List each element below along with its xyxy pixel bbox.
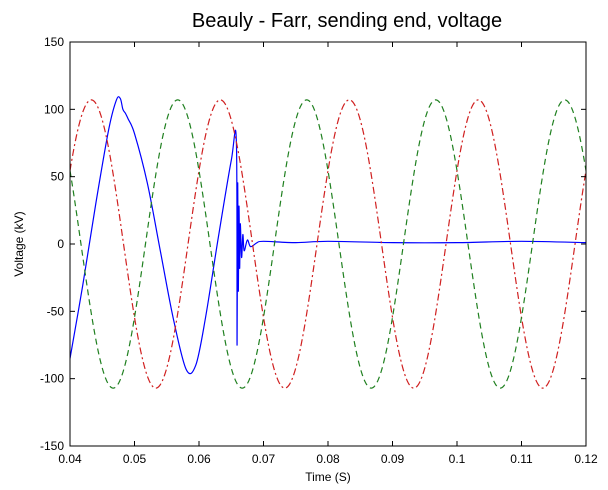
series-line-2 — [70, 99, 586, 389]
x-tick-label: 0.12 — [574, 452, 598, 466]
x-tick-label: 0.05 — [123, 452, 147, 466]
series-layer — [70, 96, 586, 389]
y-tick-label: 150 — [44, 35, 64, 49]
y-axis: -150 -100 -50 0 50 100 150 — [40, 35, 586, 453]
y-tick-label: -100 — [40, 372, 64, 386]
y-tick-label: 50 — [51, 170, 65, 184]
x-tick-label: 0.07 — [252, 452, 276, 466]
y-tick-label: -50 — [47, 304, 65, 318]
y-tick-label: 100 — [44, 102, 64, 116]
x-axis-label: Time (S) — [305, 470, 351, 484]
x-tick-label: 0.11 — [510, 452, 533, 466]
chart-title: Beauly - Farr, sending end, voltage — [192, 10, 502, 32]
y-tick-label: -150 — [40, 439, 64, 453]
y-tick-label: 0 — [57, 237, 64, 251]
x-tick-label: 0.09 — [381, 452, 405, 466]
x-tick-label: 0.06 — [187, 452, 211, 466]
series-line-1 — [70, 96, 586, 375]
y-axis-label: Voltage (kV) — [12, 211, 26, 276]
plot-area — [70, 42, 586, 446]
x-tick-label: 0.08 — [316, 452, 340, 466]
series-line-3 — [70, 99, 586, 389]
x-tick-label: 0.1 — [449, 452, 466, 466]
x-axis: 0.04 0.05 0.06 0.07 0.08 0.09 0.1 0.11 0.12 — [58, 42, 598, 466]
x-tick-label: 0.04 — [58, 452, 82, 466]
